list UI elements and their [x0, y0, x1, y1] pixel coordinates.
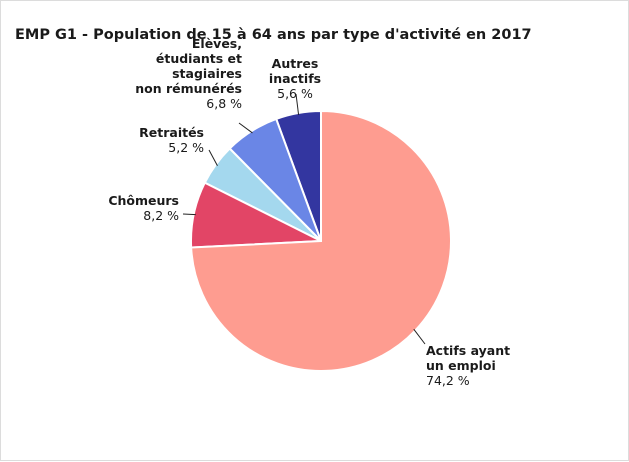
slice-name: Retraités	[139, 125, 204, 140]
slice-value: 6,8 %	[206, 96, 242, 111]
slice-label-retraites: Retraités 5,2 %	[139, 125, 204, 155]
slice-name: Chômeurs	[108, 193, 179, 208]
slice-name: Elèves, étudiants et stagiaires non rému…	[135, 36, 242, 96]
slice-label-autres-inactifs: Autres inactifs 5,6 %	[255, 56, 335, 101]
chart-title: EMP G1 - Population de 15 à 64 ans par t…	[15, 27, 532, 43]
leader-line-2	[208, 149, 218, 166]
pie-slices	[190, 109, 452, 372]
slice-value: 5,6 %	[277, 86, 313, 101]
slice-label-chomeurs: Chômeurs 8,2 %	[108, 193, 179, 223]
leader-line-1	[238, 122, 253, 134]
leader-line-4	[413, 328, 426, 345]
leader-line-3	[182, 213, 196, 216]
slice-value: 74,2 %	[426, 373, 470, 388]
slice-value: 5,2 %	[168, 140, 204, 155]
slice-name: Actifs ayant un emploi	[426, 343, 511, 373]
slice-label-actifs-emploi: Actifs ayant un emploi 74,2 %	[426, 343, 510, 388]
slice-name: Autres inactifs	[268, 56, 322, 86]
leader-line-0	[295, 93, 300, 116]
label-leader-lines	[182, 93, 426, 345]
slice-value: 8,2 %	[143, 208, 179, 223]
slice-label-eleves-etudiants: Elèves, étudiants et stagiaires non rému…	[135, 36, 242, 111]
